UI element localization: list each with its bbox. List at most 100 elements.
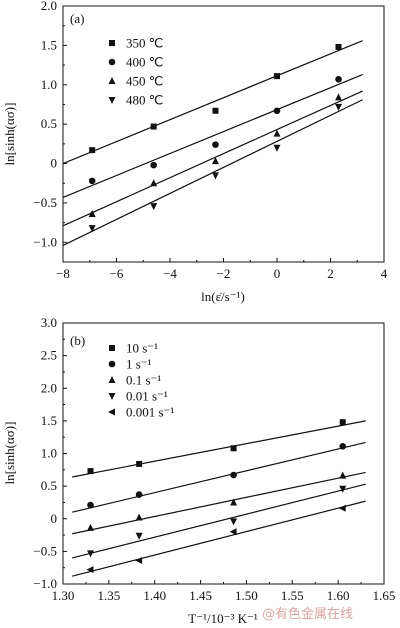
legend-label: 350 ℃ bbox=[126, 36, 163, 51]
data-point bbox=[87, 550, 95, 558]
data-point bbox=[230, 471, 237, 479]
data-point bbox=[212, 107, 219, 114]
x-tick-label: 1.50 bbox=[235, 588, 258, 603]
panel-label: (a) bbox=[70, 11, 84, 26]
legend-marker bbox=[108, 376, 116, 383]
data-point bbox=[89, 147, 96, 154]
data-point bbox=[87, 468, 94, 475]
y-tick-label: −0.5 bbox=[33, 543, 57, 558]
data-point bbox=[273, 144, 281, 152]
x-tick-label: −4 bbox=[163, 266, 177, 281]
legend-label: 0.1 s⁻¹ bbox=[126, 373, 161, 388]
data-point bbox=[86, 566, 94, 574]
data-point bbox=[135, 532, 143, 540]
legend-marker bbox=[109, 40, 115, 46]
y-tick-label: 1.0 bbox=[41, 446, 57, 461]
data-point bbox=[135, 513, 143, 521]
data-point bbox=[230, 518, 238, 526]
x-tick-label: 4 bbox=[381, 266, 388, 281]
y-tick-label: −1.0 bbox=[33, 576, 57, 591]
y-tick-label: 2.0 bbox=[41, 0, 57, 13]
chart-panel-b: 1.30 1.35 1.40 1.45 1.50 1.55 1.60 1.65−1.0−0.5… bbox=[2, 315, 395, 626]
data-point bbox=[150, 203, 158, 211]
y-tick-label: −0.5 bbox=[33, 195, 57, 210]
data-point bbox=[273, 129, 281, 137]
y-axis-title: ln[sinh(ασ)] bbox=[2, 103, 17, 166]
x-tick-label: 1.55 bbox=[281, 588, 304, 603]
data-point bbox=[230, 498, 238, 506]
x-tick-label: 0 bbox=[274, 266, 281, 281]
x-tick-label: −2 bbox=[217, 266, 231, 281]
data-point bbox=[335, 93, 343, 101]
data-point bbox=[87, 523, 95, 531]
legend-label: 450 ℃ bbox=[126, 74, 163, 89]
data-point bbox=[339, 443, 347, 450]
data-point bbox=[150, 161, 157, 169]
x-tick-label: −8 bbox=[56, 266, 70, 281]
data-point bbox=[135, 491, 143, 498]
data-point bbox=[335, 103, 343, 111]
y-tick-label: 0 bbox=[51, 156, 58, 171]
data-point bbox=[335, 75, 342, 83]
y-tick-label: 0 bbox=[51, 511, 58, 526]
data-point bbox=[230, 445, 237, 452]
y-tick-label: 1.5 bbox=[41, 413, 57, 428]
x-tick-label: 1.40 bbox=[143, 588, 166, 603]
fit-line bbox=[62, 73, 363, 198]
x-tick-label: −6 bbox=[110, 266, 124, 281]
y-tick-label: 2.5 bbox=[41, 348, 57, 363]
legend-label: 480 ℃ bbox=[126, 93, 163, 108]
y-axis-title: ln[sinh(ασ)] bbox=[2, 422, 17, 485]
data-point bbox=[136, 460, 143, 467]
y-tick-label: 0.5 bbox=[41, 116, 57, 131]
data-point bbox=[339, 485, 347, 493]
fit-line bbox=[72, 500, 366, 577]
y-tick-label: 1.5 bbox=[41, 37, 57, 52]
data-point bbox=[229, 528, 237, 536]
fit-line bbox=[72, 483, 366, 559]
data-point bbox=[88, 209, 96, 217]
data-point bbox=[88, 225, 96, 233]
legend-label: 10 s⁻¹ bbox=[126, 341, 158, 356]
legend-label: 400 ℃ bbox=[126, 55, 163, 70]
watermark: @有色金属在线 bbox=[262, 606, 353, 622]
legend-marker bbox=[108, 58, 116, 66]
x-tick-label: 1.45 bbox=[189, 588, 212, 603]
legend-marker bbox=[108, 393, 116, 400]
data-point bbox=[150, 179, 158, 187]
data-point bbox=[273, 107, 281, 115]
data-point bbox=[211, 157, 219, 165]
data-point bbox=[211, 172, 219, 180]
legend-marker bbox=[108, 408, 115, 416]
y-tick-label: 1.0 bbox=[41, 77, 57, 92]
data-point bbox=[335, 43, 342, 50]
x-axis-title: T⁻¹/10⁻³ K⁻¹ bbox=[188, 611, 258, 626]
y-tick-label: 2.0 bbox=[41, 380, 57, 395]
fit-line bbox=[62, 90, 363, 227]
x-tick-label: 1.30 bbox=[52, 588, 75, 603]
data-point bbox=[212, 141, 219, 148]
data-point bbox=[87, 501, 94, 509]
data-point bbox=[339, 419, 346, 426]
chart-panel-a: −8 −6 −4 −2 0 2 4 −1.0 −0.5 0 0.5 1.0 1.5 2.0 ln[sinh(… bbox=[2, 0, 388, 304]
data-point bbox=[150, 123, 157, 130]
data-point bbox=[274, 73, 280, 80]
legend-marker bbox=[108, 97, 116, 104]
x-tick-label: 2 bbox=[327, 266, 334, 281]
x-tick-label: 1.35 bbox=[97, 588, 120, 603]
y-tick-label: −1.0 bbox=[33, 234, 57, 249]
data-point bbox=[135, 557, 143, 565]
x-axis-title: ln(ε̇/s⁻¹) bbox=[201, 289, 245, 304]
x-tick-label: 1.65 bbox=[373, 588, 396, 603]
legend-marker bbox=[108, 77, 116, 84]
y-tick-label: 3.0 bbox=[41, 315, 57, 330]
legend-marker bbox=[109, 345, 115, 351]
legend-label: 0.001 s⁻¹ bbox=[126, 405, 174, 420]
data-point bbox=[88, 177, 96, 185]
data-point bbox=[338, 504, 346, 512]
data-point bbox=[339, 471, 347, 479]
legend-label: 1 s⁻¹ bbox=[126, 357, 152, 372]
legend-label: 0.01 s⁻¹ bbox=[126, 389, 168, 404]
fit-line bbox=[72, 471, 366, 535]
